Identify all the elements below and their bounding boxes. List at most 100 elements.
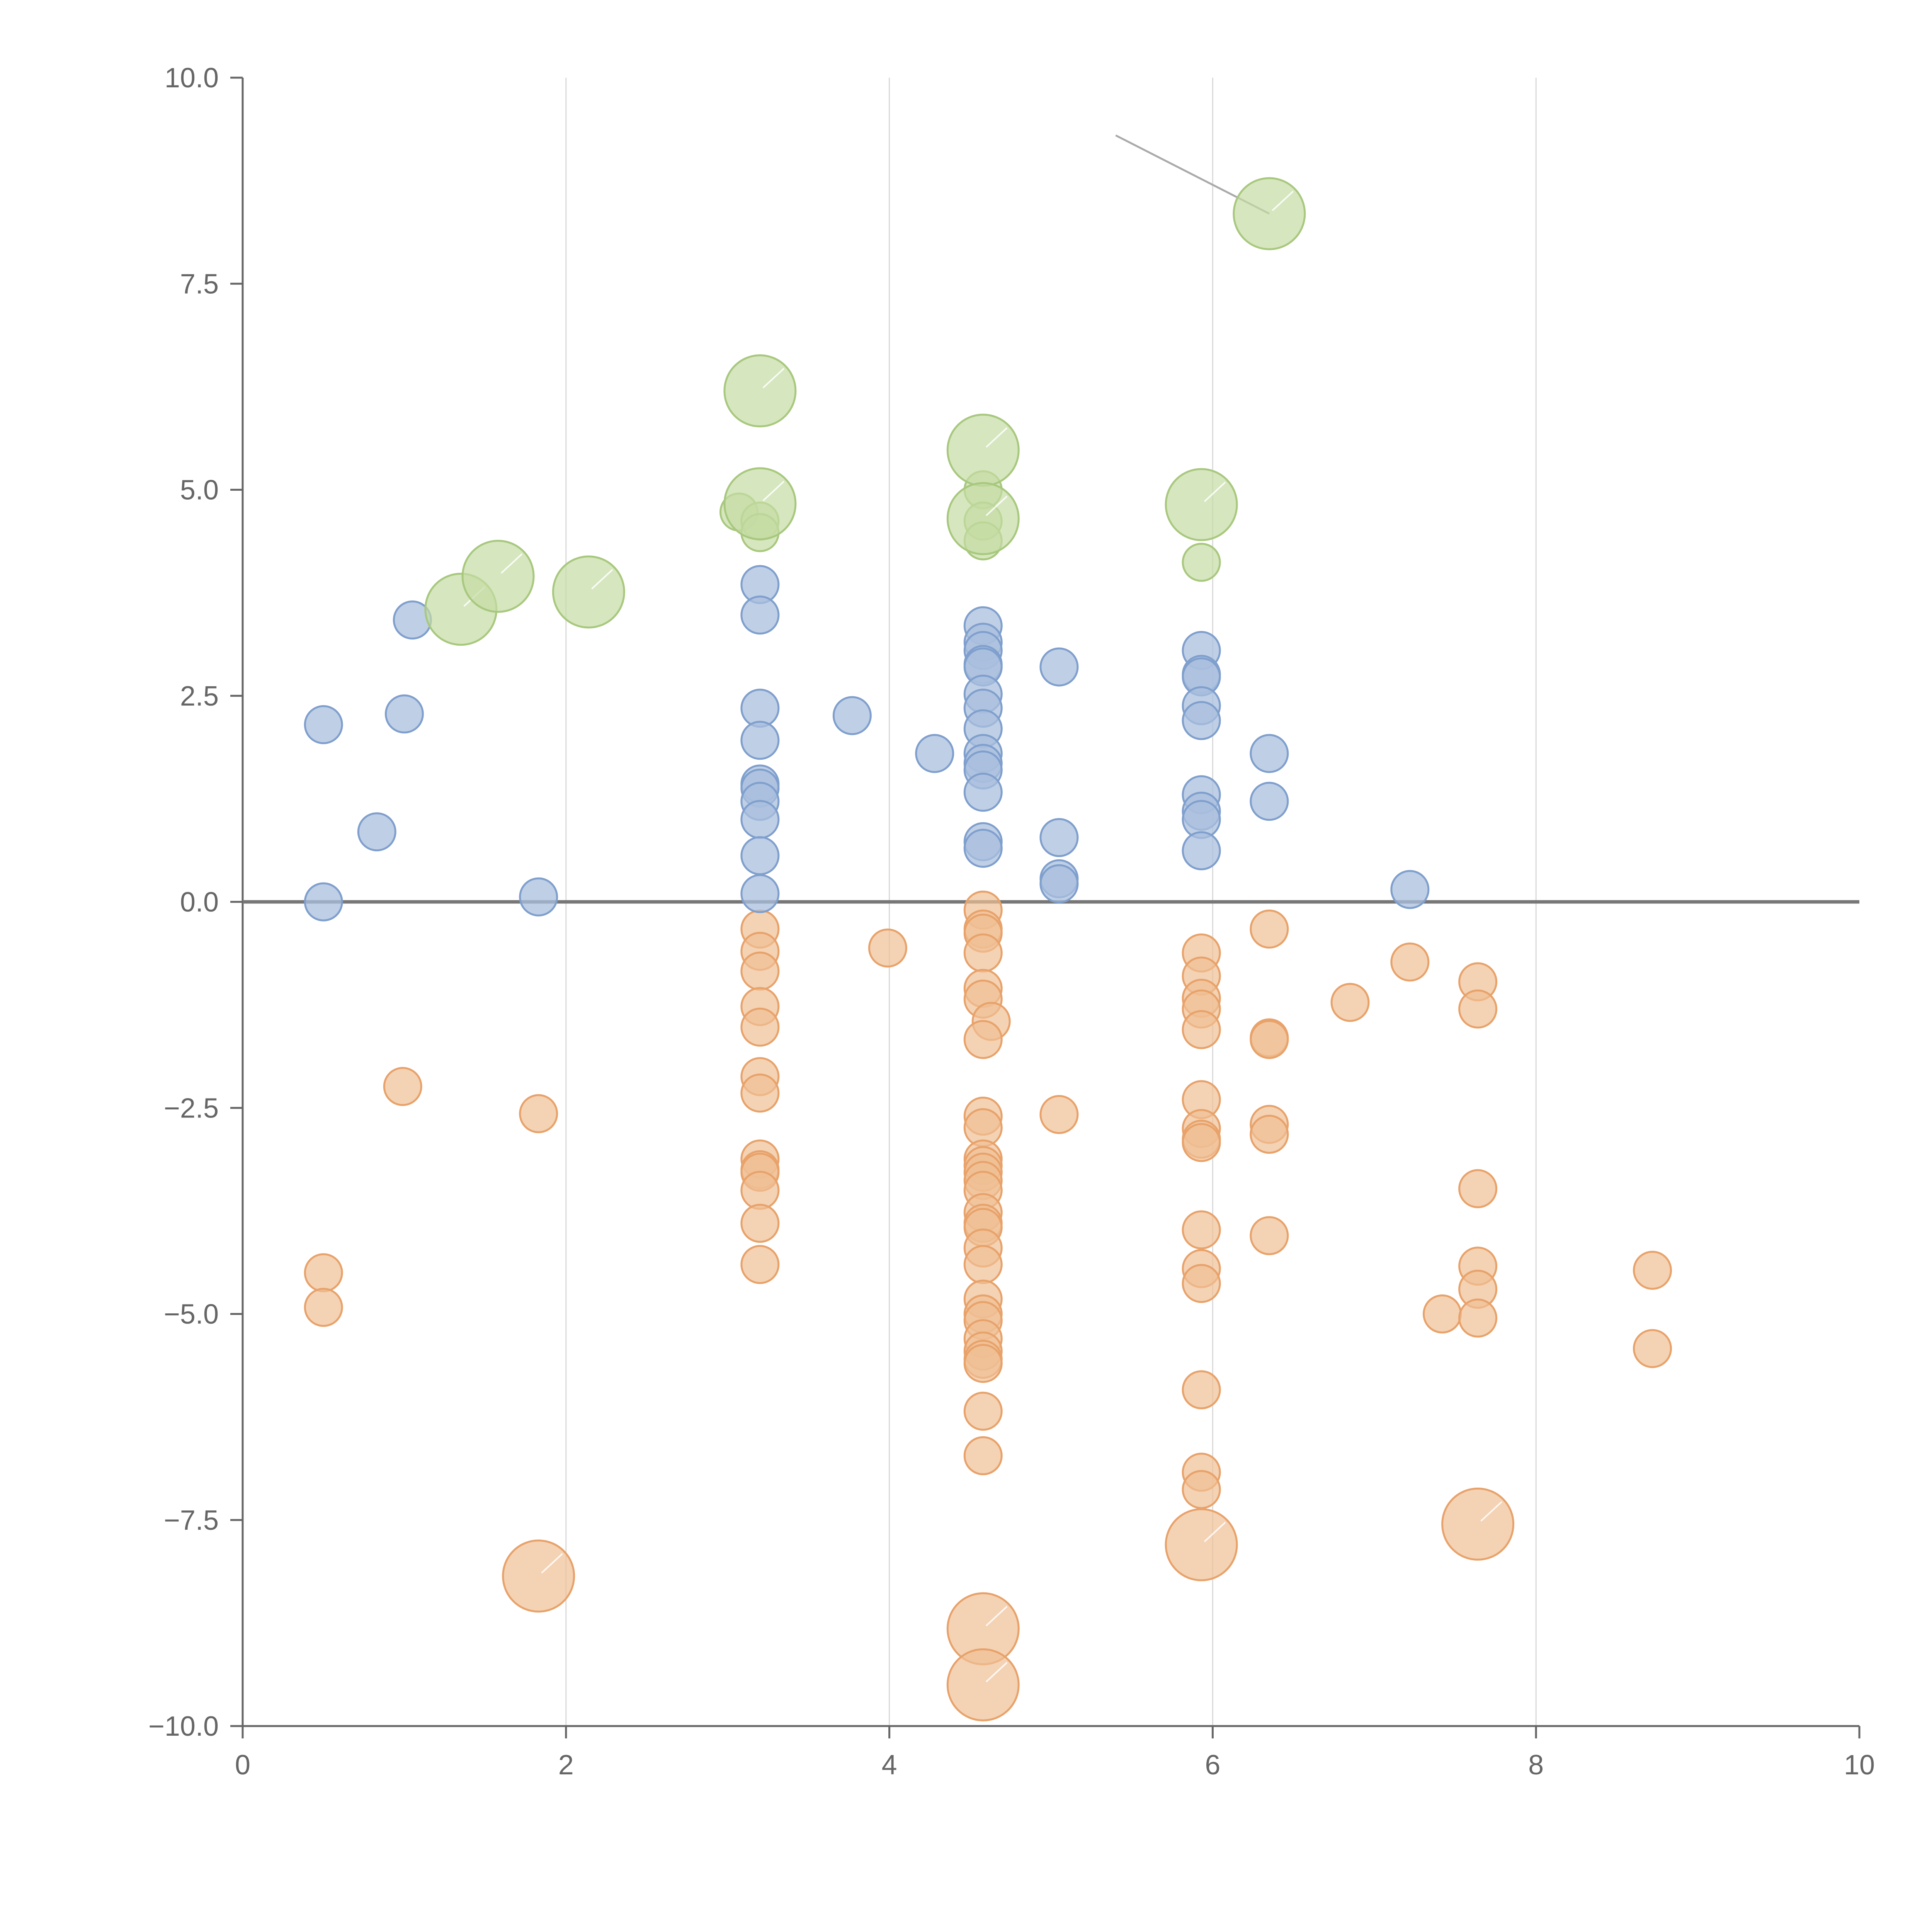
x-tick-label: 6: [1205, 1750, 1220, 1781]
data-point-highlighted-large[interactable]: [723, 467, 797, 541]
data-point-positive[interactable]: [304, 882, 343, 922]
x-tick-label: 0: [235, 1750, 250, 1781]
data-point-negative[interactable]: [304, 1287, 343, 1327]
y-tick-label: −2.5: [164, 1093, 219, 1124]
point-highlight-glint: [1204, 1522, 1226, 1543]
point-highlight-glint: [985, 427, 1008, 448]
data-point-positive[interactable]: [304, 705, 343, 744]
data-point-positive[interactable]: [1250, 734, 1289, 773]
point-highlight-glint: [985, 495, 1008, 516]
y-tick-label: −10.0: [148, 1711, 219, 1742]
data-point-negative[interactable]: [383, 1067, 422, 1106]
point-highlight-glint: [541, 1553, 563, 1574]
data-point-positive[interactable]: [1039, 864, 1079, 903]
data-point-negative[interactable]: [1182, 1264, 1221, 1303]
data-point-negative-large[interactable]: [1441, 1487, 1515, 1561]
data-point-negative[interactable]: [740, 1245, 780, 1284]
data-point-highlighted-large[interactable]: [1165, 468, 1238, 541]
data-point-positive[interactable]: [519, 877, 558, 917]
point-highlight-glint: [1480, 1501, 1502, 1522]
data-point-negative[interactable]: [963, 1245, 1003, 1284]
point-highlight-glint: [500, 553, 523, 574]
data-point-positive[interactable]: [1039, 818, 1079, 857]
data-point-highlighted[interactable]: [1182, 543, 1221, 582]
data-point-highlighted-large[interactable]: [461, 539, 535, 613]
y-tick-label: 2.5: [180, 681, 219, 712]
data-point-negative[interactable]: [963, 1391, 1003, 1431]
data-point-positive[interactable]: [357, 812, 396, 852]
data-point-negative[interactable]: [1250, 1216, 1289, 1255]
data-point-positive[interactable]: [832, 696, 872, 735]
data-point-negative[interactable]: [963, 1344, 1003, 1383]
point-highlight-glint: [1272, 190, 1294, 211]
data-point-negative[interactable]: [1182, 1010, 1221, 1049]
x-tick-label: 10: [1844, 1750, 1875, 1781]
data-point-positive[interactable]: [1250, 782, 1289, 821]
data-point-negative[interactable]: [1250, 1020, 1289, 1059]
data-point-positive[interactable]: [740, 721, 780, 760]
data-point-negative[interactable]: [1458, 1298, 1498, 1338]
data-point-negative[interactable]: [740, 1007, 780, 1047]
data-point-negative[interactable]: [740, 1204, 780, 1243]
data-point-negative-large[interactable]: [502, 1539, 575, 1613]
data-point-negative[interactable]: [1182, 1210, 1221, 1250]
data-point-highlighted-large[interactable]: [1233, 177, 1306, 250]
data-point-negative-large[interactable]: [1165, 1508, 1238, 1582]
data-point-negative[interactable]: [868, 928, 907, 968]
data-point-highlighted-large[interactable]: [946, 482, 1020, 555]
data-point-negative[interactable]: [1182, 1370, 1221, 1410]
data-point-negative[interactable]: [519, 1094, 558, 1133]
data-point-positive[interactable]: [740, 595, 780, 635]
data-point-negative[interactable]: [963, 933, 1003, 973]
data-point-negative[interactable]: [740, 1073, 780, 1113]
y-tick-label: −5.0: [164, 1299, 219, 1330]
data-point-positive[interactable]: [740, 874, 780, 913]
data-point-highlighted-large[interactable]: [723, 354, 797, 428]
data-point-positive[interactable]: [963, 828, 1003, 868]
data-point-negative[interactable]: [1250, 909, 1289, 949]
y-tick-label: 10.0: [165, 63, 219, 94]
data-point-negative[interactable]: [740, 951, 780, 991]
data-point-positive[interactable]: [915, 734, 954, 773]
tick-labels: 10.0 7.5 5.0 2.5 0.0 −2.5 −5.0 −7.5 −10.0 0 2 4 6 8 10: [148, 63, 1875, 1781]
data-point-negative-large[interactable]: [946, 1648, 1020, 1721]
data-point-highlighted-large[interactable]: [552, 555, 625, 629]
data-point-positive[interactable]: [963, 772, 1003, 812]
data-point-negative[interactable]: [1633, 1329, 1672, 1368]
x-tick-label: 4: [882, 1750, 897, 1781]
data-point-negative[interactable]: [1390, 942, 1430, 982]
data-point-negative[interactable]: [1458, 1169, 1498, 1208]
data-point-negative[interactable]: [1039, 1095, 1079, 1134]
data-point-positive[interactable]: [740, 836, 780, 876]
data-point-negative[interactable]: [1182, 1123, 1221, 1162]
point-highlight-glint: [762, 368, 785, 389]
data-point-negative[interactable]: [304, 1253, 343, 1293]
data-point-negative[interactable]: [1330, 983, 1370, 1022]
data-point-highlighted-large[interactable]: [946, 413, 1020, 487]
x-tick-label: 8: [1528, 1750, 1544, 1781]
data-point-negative[interactable]: [1423, 1294, 1462, 1333]
data-point-positive[interactable]: [1182, 701, 1221, 740]
data-points: [304, 177, 1672, 1721]
data-point-positive[interactable]: [1039, 647, 1079, 687]
point-highlight-glint: [591, 569, 613, 590]
x-tick-label: 2: [558, 1750, 574, 1781]
data-point-negative[interactable]: [963, 1436, 1003, 1475]
y-tick-label: 7.5: [180, 269, 219, 299]
point-highlight-glint: [985, 1662, 1008, 1682]
y-tick-label: 0.0: [180, 887, 219, 918]
data-point-negative[interactable]: [963, 1020, 1003, 1059]
axes: [230, 77, 1861, 1738]
data-point-negative[interactable]: [1182, 1470, 1221, 1509]
data-point-negative[interactable]: [740, 1171, 780, 1210]
data-point-positive[interactable]: [1182, 831, 1221, 871]
data-point-negative[interactable]: [1633, 1250, 1672, 1290]
data-point-negative[interactable]: [1250, 1115, 1289, 1154]
data-point-negative[interactable]: [1458, 989, 1498, 1029]
y-tick-label: 5.0: [180, 475, 219, 506]
data-point-positive[interactable]: [1390, 870, 1430, 909]
data-point-positive[interactable]: [740, 800, 780, 839]
point-highlight-glint: [985, 1605, 1008, 1626]
data-point-positive[interactable]: [384, 694, 424, 734]
